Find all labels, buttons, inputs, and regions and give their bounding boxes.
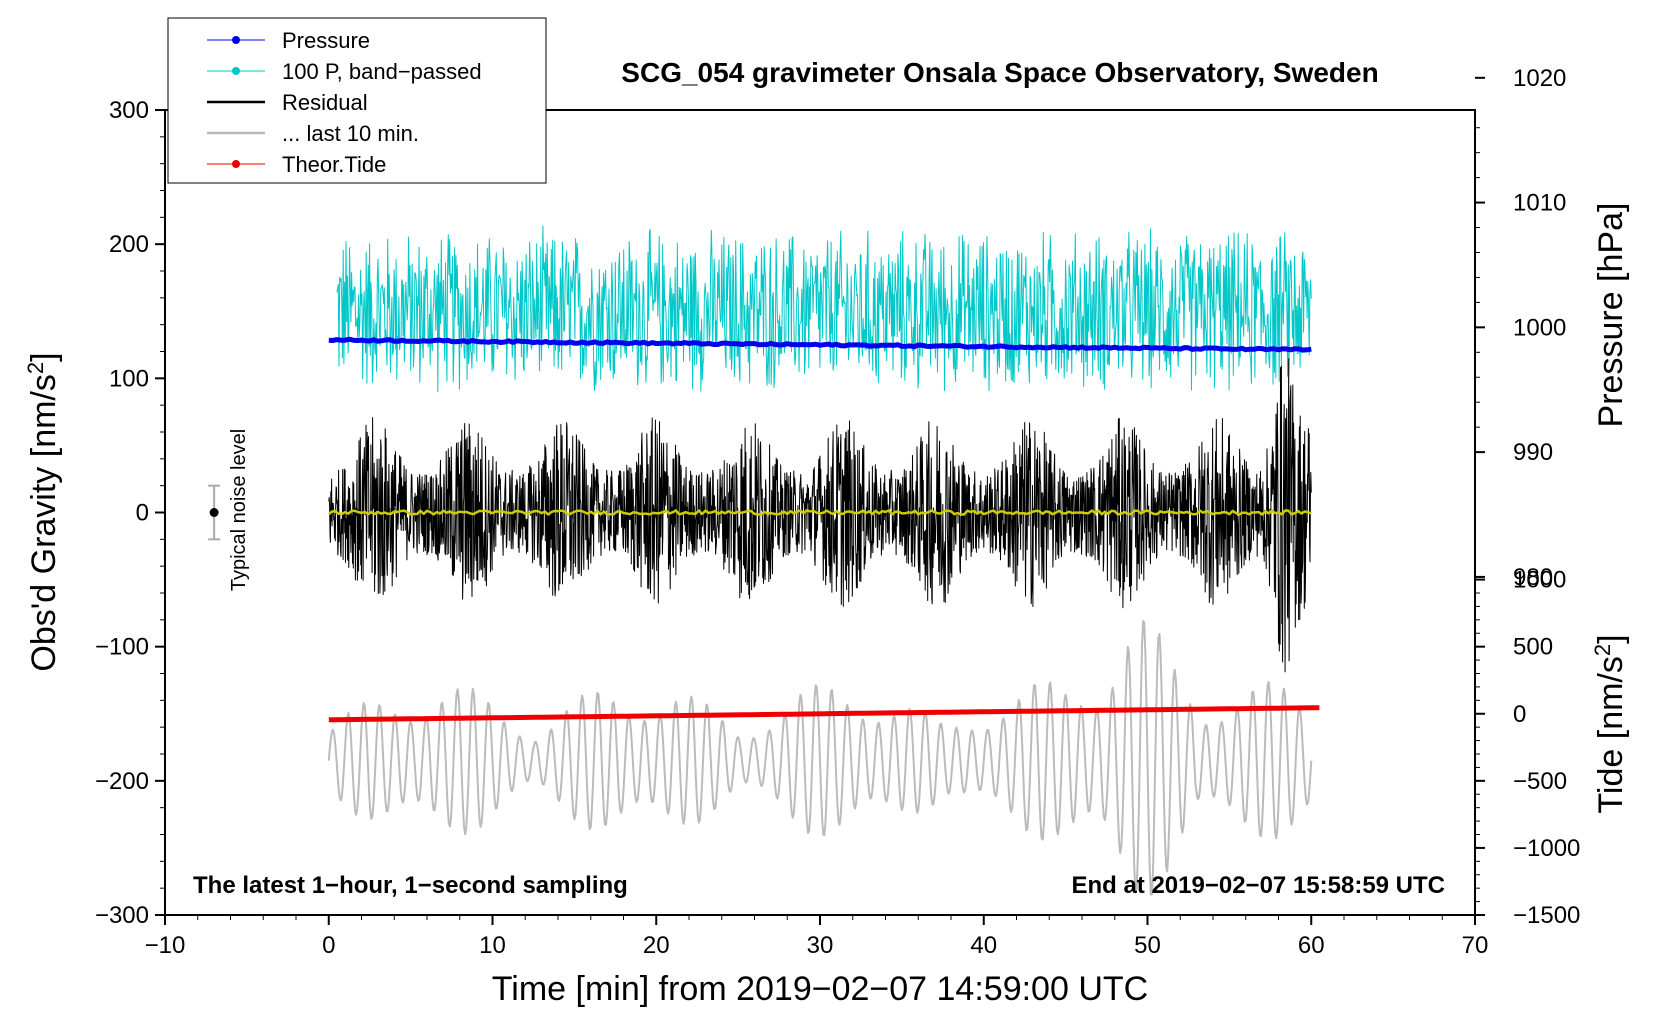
x-tick-label: 60 xyxy=(1298,932,1325,959)
legend-marker xyxy=(232,67,240,75)
x-tick-label: 10 xyxy=(479,932,506,959)
series-theoretical-tide xyxy=(328,705,1320,723)
legend-marker xyxy=(232,160,240,168)
legend-item-label: ... last 10 min. xyxy=(282,121,419,146)
y-tick-label: 100 xyxy=(109,365,149,392)
tide-tick-label: 0 xyxy=(1513,701,1526,728)
y-axis-label-gravity: Obs'd Gravity [nm/s2] xyxy=(23,352,63,671)
tide-tick-label: −1000 xyxy=(1513,835,1580,862)
x-tick-label: −10 xyxy=(145,932,186,959)
series-residual xyxy=(328,358,1312,673)
legend-box xyxy=(167,17,547,184)
tide-tick-label: −1500 xyxy=(1513,902,1580,929)
series-last-10-min xyxy=(327,620,1313,896)
footer-right-note: End at 2019−02−07 15:58:59 UTC xyxy=(1071,872,1445,899)
legend-item-label: Theor.Tide xyxy=(282,152,386,177)
y-axis-label-pressure: Pressure [hPa] xyxy=(1592,203,1630,428)
y-tick-label: −200 xyxy=(95,768,149,795)
chart-title: SCG_054 gravimeter Onsala Space Observat… xyxy=(621,57,1378,88)
legend-item-label: Pressure xyxy=(282,28,370,53)
y-axis-label-tide: Tide [nm/s2] xyxy=(1590,634,1630,813)
y-tick-label: −300 xyxy=(95,902,149,929)
y-tick-label: 300 xyxy=(109,97,149,124)
x-axis: −10 0 10 20 30 40 50 60 70 xyxy=(145,915,1489,959)
noise-indicator xyxy=(208,484,221,541)
legend: Pressure 100 P, band−passed Residual ... la… xyxy=(167,17,547,184)
x-tick-label: 20 xyxy=(643,932,670,959)
x-tick-label: 0 xyxy=(322,932,335,959)
series-pressure xyxy=(328,336,1312,353)
y-tick-label: −100 xyxy=(95,634,149,661)
y-axis-pressure: 1030102010101000990980 xyxy=(1475,65,1566,591)
x-tick-label: 30 xyxy=(807,932,834,959)
x-tick-label: 50 xyxy=(1134,932,1161,959)
footer-left-note: The latest 1−hour, 1−second sampling xyxy=(193,872,628,899)
series-residual-smoothed xyxy=(327,509,1312,516)
y-tick-label: 0 xyxy=(136,500,149,527)
x-tick-label: 70 xyxy=(1462,932,1489,959)
x-axis-label: Time [min] from 2019−02−07 14:59:00 UTC xyxy=(492,970,1148,1008)
pressure-tick-label: 1020 xyxy=(1513,65,1566,92)
y-axis-gravity: 300 200 100 0 −100 −200 −300 xyxy=(95,97,165,929)
tide-tick-label: 1000 xyxy=(1513,567,1566,594)
legend-item-label: Residual xyxy=(282,90,368,115)
pressure-tick-label: 1010 xyxy=(1513,190,1566,217)
x-tick-label: 40 xyxy=(970,932,997,959)
pressure-tick-label: 980 xyxy=(1513,564,1553,591)
noise-dot xyxy=(209,508,219,517)
noise-label: Typical noise level xyxy=(228,429,250,591)
pressure-tick-label: 990 xyxy=(1513,439,1553,466)
series-band-passed-pressure xyxy=(336,225,1312,393)
tide-tick-label: 500 xyxy=(1513,634,1553,661)
data-layer xyxy=(327,225,1320,896)
y-axis-label-gravity-sup: 2 xyxy=(23,362,48,374)
y-axis-label-tide-sup: 2 xyxy=(1590,644,1615,656)
pressure-tick-label: 1000 xyxy=(1513,314,1566,341)
legend-item-label: 100 P, band−passed xyxy=(282,59,482,84)
y-axis-tide: 1000 500 0 −500 −1000 −1500 xyxy=(1475,567,1580,929)
tide-tick-label: −500 xyxy=(1513,768,1567,795)
legend-marker xyxy=(232,36,240,44)
y-tick-label: 200 xyxy=(109,231,149,258)
